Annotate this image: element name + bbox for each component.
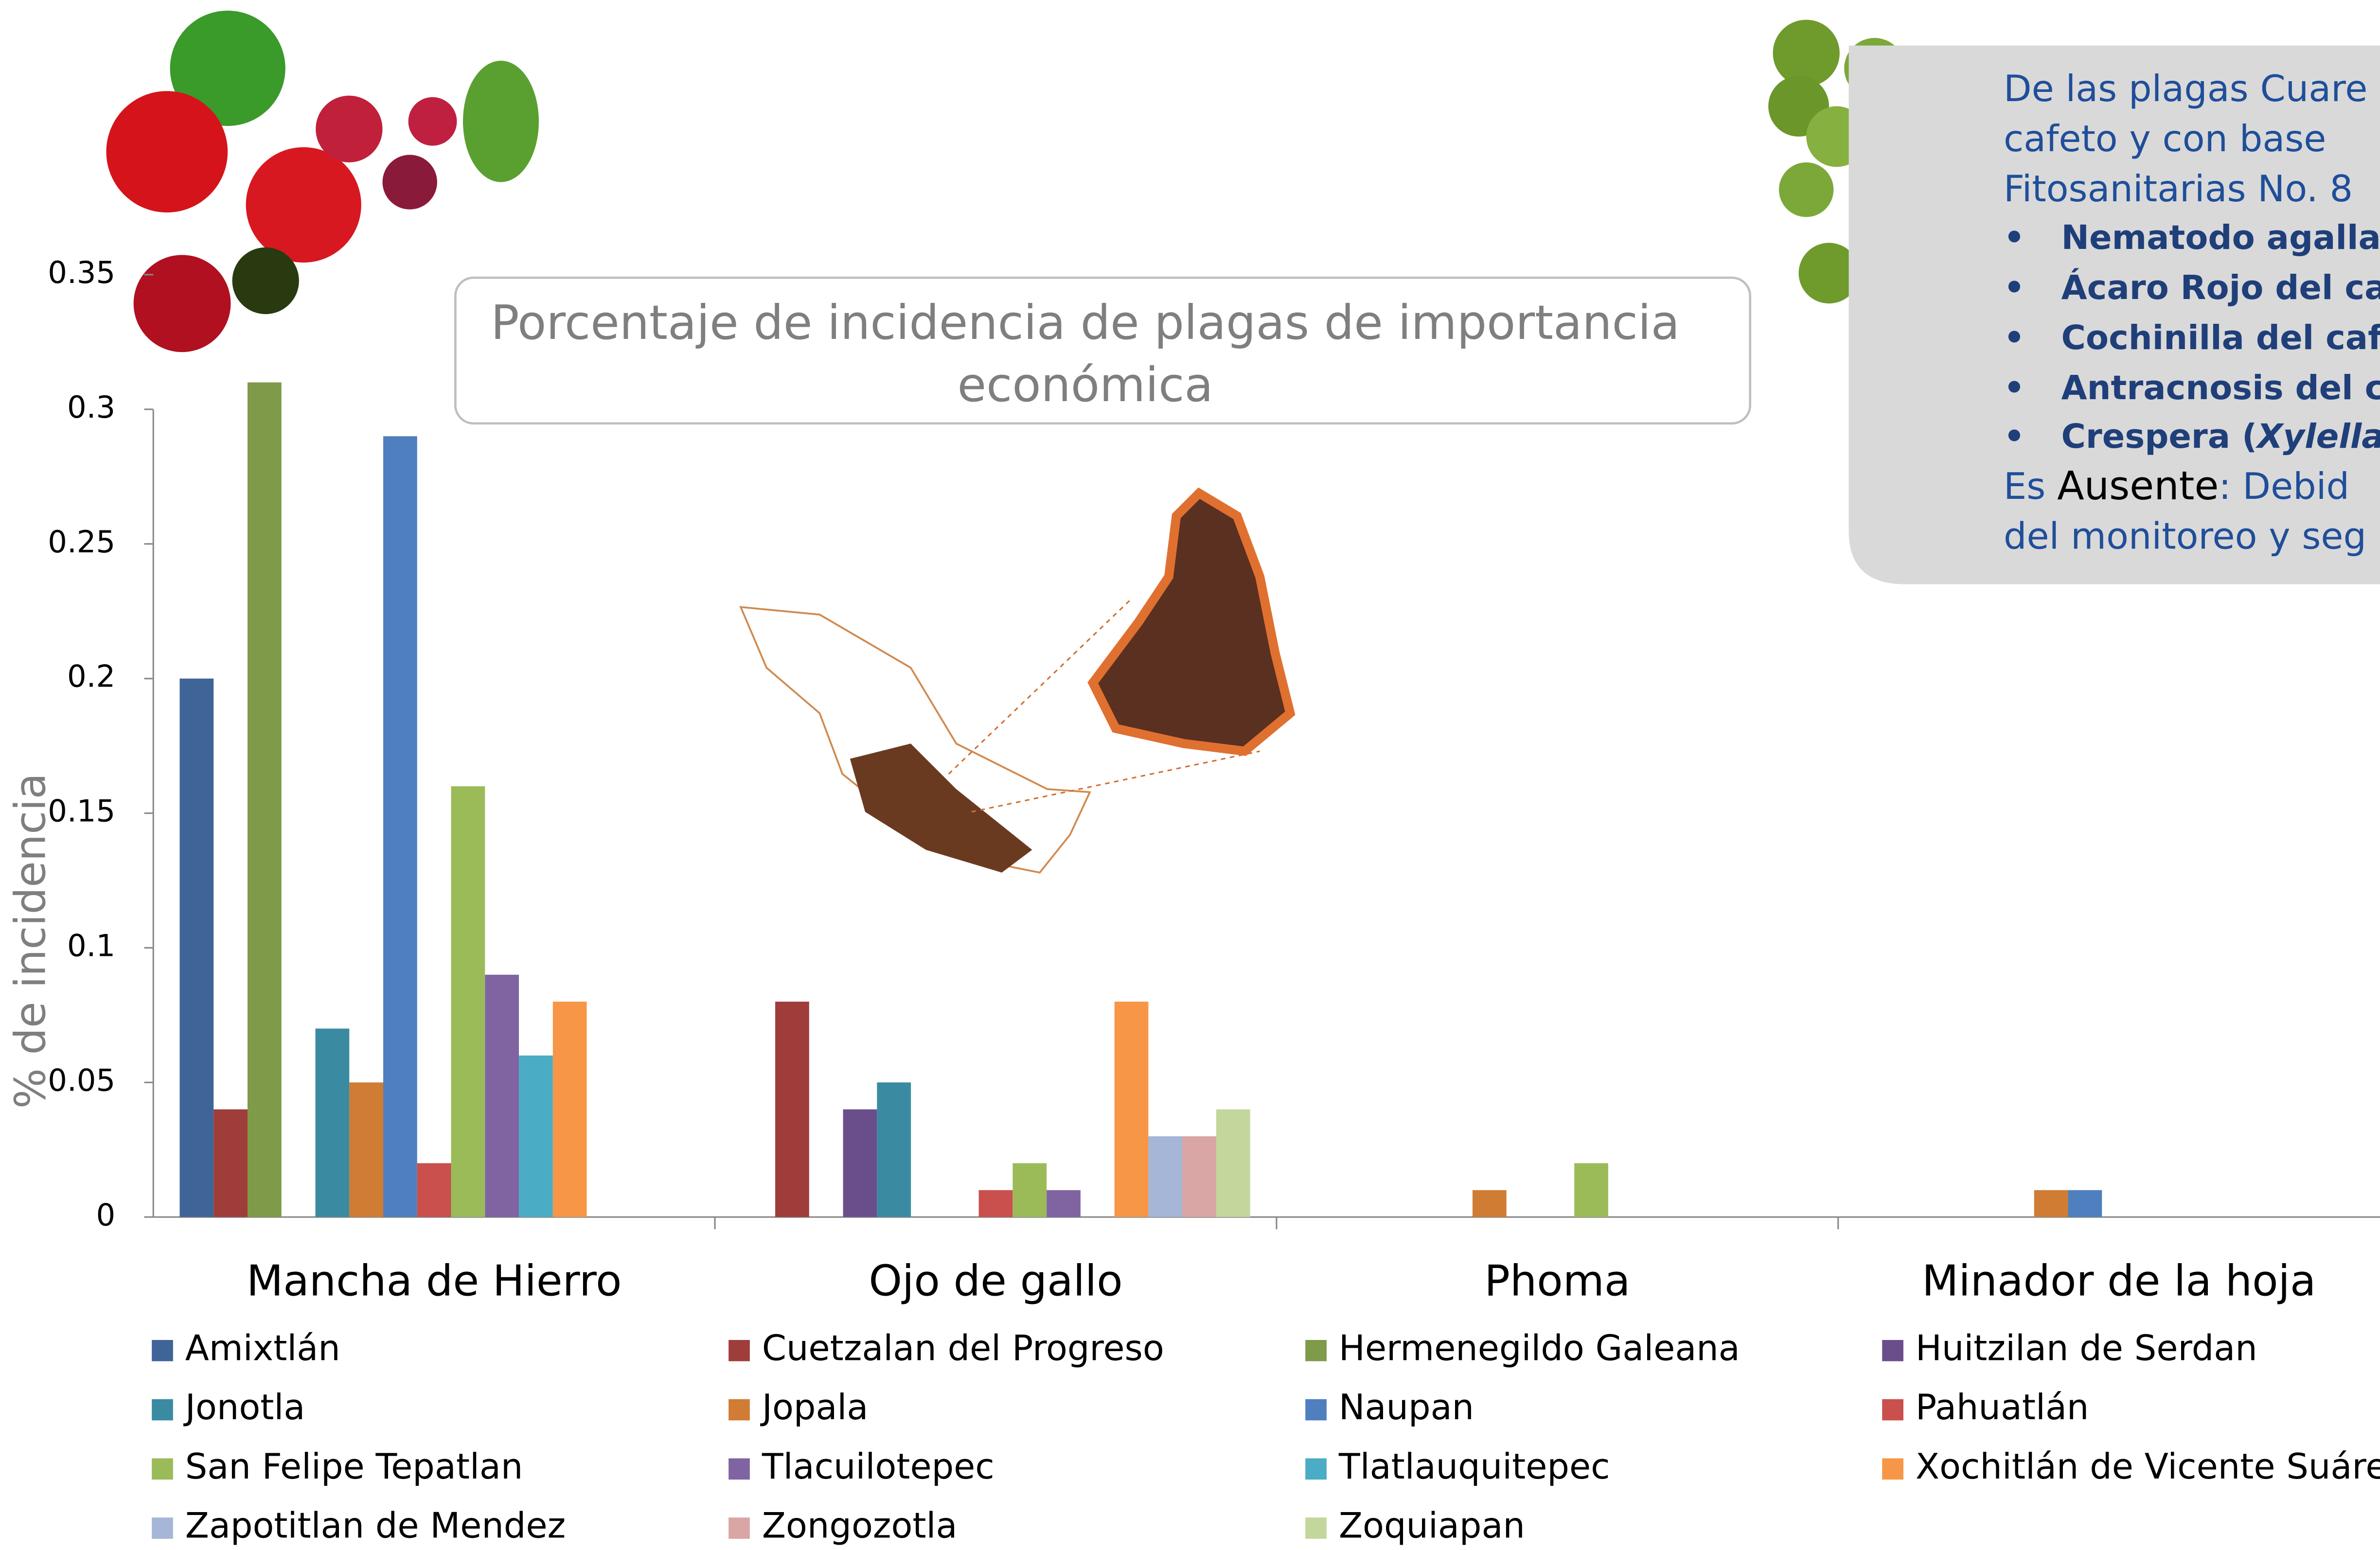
bar bbox=[1182, 1136, 1216, 1217]
x-tick-label: Mancha de Hierro bbox=[247, 1256, 622, 1305]
legend-swatch bbox=[728, 1340, 750, 1361]
bar bbox=[1148, 1136, 1183, 1217]
bar bbox=[179, 678, 214, 1217]
bar bbox=[247, 382, 282, 1217]
info-panel bbox=[1848, 45, 2380, 584]
y-tick-label: 0.25 bbox=[48, 524, 115, 560]
legend-label: Pahuatlán bbox=[1916, 1387, 2089, 1427]
legend-label: Zoquiapan bbox=[1339, 1505, 1525, 1546]
info-footer: Es Ausente: Debid bbox=[2004, 463, 2349, 509]
legend-swatch bbox=[1305, 1399, 1327, 1421]
legend-label: Jonotla bbox=[183, 1387, 305, 1427]
y-tick-label: 0.3 bbox=[67, 389, 115, 425]
legend-label: Cuetzalan del Progreso bbox=[762, 1327, 1164, 1368]
x-tick-label: Phoma bbox=[1484, 1256, 1630, 1305]
bar bbox=[1472, 1190, 1507, 1217]
bullet-dot: • bbox=[2004, 369, 2025, 407]
bar bbox=[1574, 1163, 1608, 1217]
legend-label: Xochitlán de Vicente Suárez bbox=[1916, 1446, 2380, 1487]
bar bbox=[451, 786, 485, 1217]
legend-label: Tlatlauquitepec bbox=[1338, 1446, 1610, 1487]
chart-title: Porcentaje de incidencia de plagas de im… bbox=[491, 295, 1680, 412]
bar bbox=[1047, 1190, 1081, 1217]
bar bbox=[2034, 1190, 2068, 1217]
legend-swatch bbox=[1305, 1340, 1327, 1361]
y-tick-label: 0.05 bbox=[48, 1062, 115, 1098]
bar bbox=[315, 1028, 350, 1217]
info-bullet: Cochinilla del cafet bbox=[2061, 318, 2380, 357]
bar bbox=[552, 1002, 587, 1217]
info-footer: del monitoreo y seg bbox=[2004, 515, 2366, 558]
bar bbox=[1216, 1109, 1250, 1217]
bar bbox=[213, 1109, 248, 1217]
bar bbox=[417, 1163, 451, 1217]
legend-swatch bbox=[1882, 1340, 1903, 1361]
y-tick-label: 0.1 bbox=[67, 928, 115, 963]
legend-swatch bbox=[728, 1517, 750, 1539]
title-box bbox=[454, 276, 1752, 425]
info-bullet: Antracnosis del caf bbox=[2061, 369, 2380, 407]
legend-label: Naupan bbox=[1339, 1387, 1474, 1427]
legend-label: Jopala bbox=[760, 1387, 869, 1427]
bar bbox=[519, 1055, 553, 1217]
bullet-dot: • bbox=[2004, 218, 2025, 257]
y-tick-label: 0.2 bbox=[67, 659, 115, 694]
bar bbox=[1012, 1163, 1047, 1217]
x-tick-label: Ojo de gallo bbox=[869, 1256, 1122, 1305]
bullet-dot: • bbox=[2004, 417, 2025, 456]
footer-text: : Debid bbox=[2219, 465, 2349, 508]
legend-swatch bbox=[152, 1517, 173, 1539]
y-tick-label: 0.15 bbox=[48, 793, 115, 829]
legend-swatch bbox=[1882, 1458, 1903, 1480]
coffee-image bbox=[106, 10, 539, 395]
legend-swatch bbox=[152, 1458, 173, 1480]
map-image bbox=[739, 487, 1296, 874]
bar bbox=[775, 1002, 809, 1217]
bar bbox=[383, 436, 417, 1217]
legend-label: Hermenegildo Galeana bbox=[1339, 1327, 1740, 1368]
bullet-dot: • bbox=[2004, 268, 2025, 307]
info-bullet: Nematodo agallado bbox=[2061, 218, 2380, 257]
info-line: De las plagas Cuare bbox=[2004, 67, 2367, 110]
legend-swatch bbox=[152, 1340, 173, 1361]
bullet-dot: • bbox=[2004, 318, 2025, 357]
y-tick-label: 0 bbox=[96, 1197, 115, 1233]
legend-swatch bbox=[728, 1399, 750, 1421]
bullet-text: Crespera ( bbox=[2061, 417, 2257, 456]
legend-label: Zapotitlan de Mendez bbox=[185, 1505, 566, 1546]
info-line: Fitosanitarias No. 8 bbox=[2004, 167, 2353, 210]
bar bbox=[1114, 1002, 1149, 1217]
legend-swatch bbox=[1305, 1517, 1327, 1539]
bar bbox=[877, 1082, 911, 1217]
legend-swatch bbox=[152, 1399, 173, 1421]
legend-label: Tlacuilotepec bbox=[762, 1446, 995, 1487]
legend-swatch bbox=[1882, 1399, 1903, 1421]
info-bullet: Crespera (Xylella fa bbox=[2061, 417, 2380, 456]
legend-swatch bbox=[728, 1458, 750, 1480]
bar bbox=[485, 974, 519, 1217]
y-tick-label: 0.35 bbox=[48, 255, 115, 290]
x-tick-label: Minador de la hoja bbox=[1922, 1256, 2316, 1305]
legend-label: Huitzilan de Serdan bbox=[1916, 1327, 2257, 1368]
bullet-italic: Xylella fa bbox=[2255, 417, 2380, 456]
legend-label: Amixtlán bbox=[185, 1327, 340, 1368]
info-line: cafeto y con base bbox=[2004, 117, 2326, 160]
footer-text: Es bbox=[2004, 465, 2057, 508]
legend-label: Zongozotla bbox=[762, 1505, 958, 1546]
info-bullet: Ácaro Rojo del cafe bbox=[2061, 267, 2380, 307]
bar bbox=[349, 1082, 384, 1217]
footer-strong: Ausente bbox=[2057, 463, 2219, 509]
legend-swatch bbox=[1305, 1458, 1327, 1480]
bar bbox=[978, 1190, 1013, 1217]
legend-label: San Felipe Tepatlan bbox=[185, 1446, 523, 1487]
bar bbox=[2068, 1190, 2102, 1217]
bar bbox=[843, 1109, 877, 1217]
y-axis-label: % de incidencia bbox=[6, 773, 55, 1109]
